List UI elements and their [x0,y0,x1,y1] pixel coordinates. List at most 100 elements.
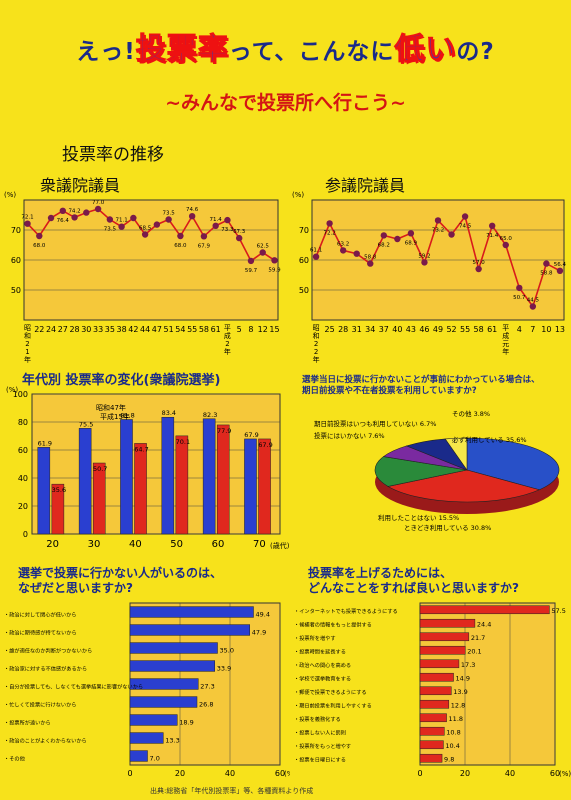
pie-label: その他 3.8% [452,409,490,418]
y-tick-label: 40 [18,474,28,483]
data-point [106,216,114,223]
chart-hc-title: 参議院議員 [325,176,406,195]
data-point [235,234,243,242]
bar-value-label: 13.3 [165,736,179,744]
data-point [59,207,67,214]
data-point [407,230,415,237]
bar-value-label: 75.5 [79,420,93,428]
y-axis-unit: (%) [4,191,16,199]
bar [129,732,164,744]
category-label: ・投票所が遠いから [4,718,51,726]
x-tick-label: 35 [105,325,115,334]
x-tick-label: 0 [417,769,422,778]
data-point [118,223,125,230]
x-tick-label: 平成 2 年 [224,324,231,356]
bar-value-label: 67.9 [244,431,258,439]
bar-value-label: 24.4 [477,620,491,628]
bar-value-label: 21.7 [471,634,485,642]
bar-value-label: 67.9 [258,441,272,449]
bar [134,443,147,535]
x-tick-label: 28 [338,325,348,334]
data-point [556,267,564,274]
bar-value-label: 26.8 [199,700,213,708]
x-tick-label: 61 [211,325,221,334]
data-label: 59.7 [245,268,258,274]
bar [419,618,476,628]
data-label: 72.2 [323,230,335,236]
bar-value-label: 17.3 [461,661,475,669]
ideas-bar-chart: 投票率を上げるためには、どんなことをすれば良いと思いますか? 0 20 40 60(%)… [294,565,571,778]
x-tick-label: 60 [275,769,285,778]
data-point [153,221,161,228]
data-label: 71.4 [486,233,499,239]
pie-slice [444,437,468,471]
x-tick-label: 10 [541,325,551,334]
data-point [312,253,320,260]
x-tick-label: 58 [199,325,209,334]
data-label: 44.5 [527,298,540,304]
bar-value-label: 81.8 [120,411,134,419]
chart-title: 投票率を上げるためには、どんなことをすれば良いと思いますか? [308,565,519,595]
x-tick-label: 38 [117,325,127,334]
x-tick-label: 20 [175,769,185,778]
x-axis-unit: (%) [284,770,290,778]
bar [37,447,51,535]
plot-area [419,602,556,766]
x-tick-label: 49 [433,325,443,334]
bar [175,435,189,535]
age-bar-chart: 年代別 投票率の変化(衆議院選挙) (%)100 80 60 40 20 0 61.9 35.6… [6,372,290,550]
data-label: 59.2 [418,253,430,259]
x-tick-label: 44 [140,325,150,334]
category-label: ・期日前投票を利用しやすくする [294,701,372,709]
x-tick-label: 50 [170,539,183,550]
bar [258,438,271,535]
data-label: 58.8 [364,255,377,261]
data-point [326,220,333,227]
bar [78,428,92,535]
bar [419,713,447,723]
category-label: ・インターネットでも投票できるようにする [294,607,398,615]
category-label: ・投票所を増やす [294,634,336,642]
bar [419,632,470,642]
bar-value-label: 57.5 [551,607,565,615]
bar [202,418,216,535]
pie-label: 必ず利用している 35.6% [452,435,527,444]
early-voting-pie-chart: 選挙当日に投票に行かないことが事前にわかっている場合は、期日前投票や不在者投票を… [302,374,560,532]
data-label: 72.1 [21,215,33,221]
x-tick-label: 51 [164,325,174,334]
data-point [24,220,31,227]
data-point [177,232,184,240]
bar-value-label: 14.9 [456,674,470,682]
x-tick-label: 0 [127,769,132,778]
data-point [212,222,219,229]
bar-value-label: 12.8 [451,701,465,709]
bar [419,645,466,655]
x-tick-label: 25 [325,325,335,334]
x-tick-label: 46 [419,325,429,334]
data-label: 74.5 [459,224,472,230]
trend-section-title: 投票率の推移 [62,145,164,165]
bar-value-label: 10.4 [445,742,459,750]
x-tick-label: 52 [446,325,456,334]
data-point [516,284,523,292]
category-label: ・政治への関心を高める [294,661,351,669]
bar [161,416,175,535]
x-axis-unit: (歳代) [270,541,290,550]
x-tick-label: 13 [555,325,565,334]
bar-value-label: 33.9 [217,664,231,672]
title-part-a: えっ! [76,39,136,65]
pie-slice [374,456,468,487]
x-tick-label: 60 [550,769,560,778]
y-tick-label: 100 [13,390,28,399]
category-label: ・政治に期待感が持てないから [4,628,77,636]
category-label: ・その他 [4,754,25,762]
data-label: 65.0 [500,236,513,242]
x-tick-label: 40 [225,769,235,778]
bar-value-label: 27.3 [200,682,214,690]
data-label: 62.5 [257,244,270,250]
data-point [36,232,43,240]
bar [419,726,445,736]
data-point [71,214,78,221]
chart-title: 選挙で投票に行かない人がいるのは、なぜだと思いますか? [18,565,222,595]
data-label: 67.9 [198,243,211,249]
